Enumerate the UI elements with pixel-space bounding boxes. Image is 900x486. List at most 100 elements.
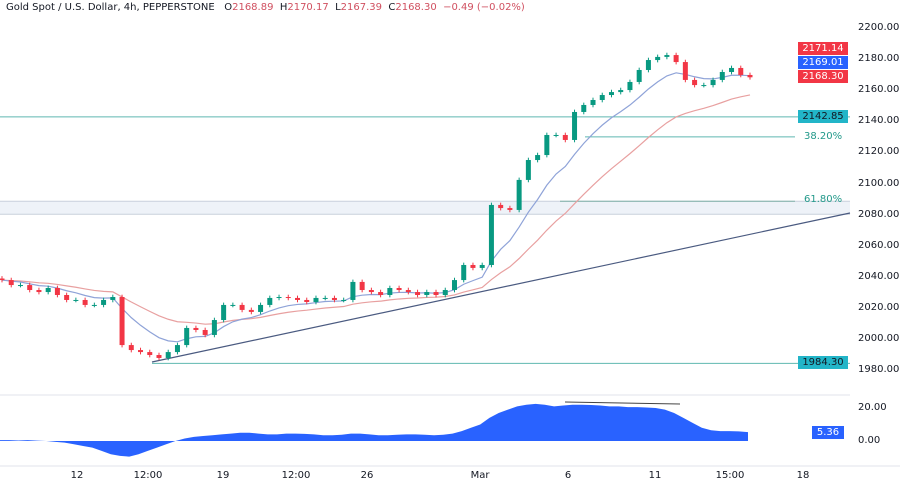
price-label-support: 1984.30 <box>798 356 848 369</box>
candle <box>82 299 88 305</box>
candle <box>470 264 476 268</box>
candle <box>590 99 596 105</box>
candle <box>729 67 735 73</box>
time-tick: 11 <box>648 470 662 481</box>
candle <box>516 179 522 210</box>
candle <box>27 285 33 291</box>
price-tick: 2040.00 <box>858 270 900 282</box>
candle <box>747 74 753 78</box>
candle <box>285 297 291 299</box>
candle <box>322 297 328 299</box>
candle <box>544 134 550 156</box>
candle <box>618 90 624 93</box>
candle <box>461 264 467 281</box>
time-tick: 12:00 <box>281 470 311 481</box>
candle <box>73 299 79 301</box>
candle <box>221 304 227 321</box>
price-label-resistance: 2142.85 <box>798 110 848 123</box>
price-label-high: 2171.14 <box>798 42 848 55</box>
candle <box>655 56 661 61</box>
candle <box>581 104 587 112</box>
time-tick: 12 <box>70 470 84 481</box>
candle <box>405 290 411 293</box>
candle <box>498 204 504 209</box>
price-tick: 2020.00 <box>858 301 900 313</box>
candle <box>267 297 273 305</box>
candle <box>341 299 347 301</box>
high-label: H <box>279 2 288 13</box>
candle <box>17 285 23 287</box>
time-tick: Mar <box>470 470 490 481</box>
candle <box>119 297 125 346</box>
candle <box>664 55 670 57</box>
candle <box>692 79 698 86</box>
open-value: 2168.89 <box>232 2 274 13</box>
price-tick: 1980.00 <box>858 364 900 376</box>
candle <box>138 350 144 353</box>
candle <box>553 134 559 136</box>
ma-slow-line <box>1 94 751 325</box>
price-tick: 2080.00 <box>858 208 900 220</box>
osc-tick: 20.00 <box>858 402 887 413</box>
candle <box>193 327 199 330</box>
candle <box>304 299 310 302</box>
price-tick: 2120.00 <box>858 146 900 158</box>
candle <box>479 264 485 268</box>
candle <box>331 297 337 300</box>
price-tick: 2060.00 <box>858 239 900 251</box>
fib-zone <box>0 201 850 215</box>
candle <box>54 287 60 295</box>
candle <box>451 280 457 291</box>
time-tick: 19 <box>216 470 230 481</box>
candle <box>239 304 245 310</box>
candle <box>91 304 97 306</box>
candle <box>101 299 107 305</box>
time-tick: 18 <box>796 470 810 481</box>
candle <box>636 69 642 82</box>
candle <box>295 297 301 300</box>
candle <box>368 290 374 293</box>
price-tick: 2180.00 <box>858 53 900 65</box>
candle <box>36 290 42 293</box>
candle <box>701 85 707 87</box>
candle <box>535 155 541 161</box>
osc-tick: 0.00 <box>858 435 881 446</box>
candle <box>738 67 744 75</box>
symbol-title: Gold Spot / U.S. Dollar, 4h, PEPPERSTONE <box>6 2 215 13</box>
candle <box>710 79 716 86</box>
candle <box>45 287 51 293</box>
low-label: L <box>335 2 341 13</box>
candle <box>424 292 430 295</box>
price-tick: 2200.00 <box>858 22 900 33</box>
candle <box>599 95 605 100</box>
candle <box>525 160 531 180</box>
candle <box>378 292 384 295</box>
divergence-line <box>564 401 681 405</box>
candle <box>507 208 513 210</box>
open-label: O <box>224 2 233 13</box>
close-label: C <box>388 2 396 13</box>
candle <box>572 111 578 140</box>
candle <box>682 62 688 80</box>
candle <box>156 355 162 358</box>
candle <box>673 55 679 63</box>
candle <box>128 345 134 351</box>
time-tick: 26 <box>360 470 374 481</box>
time-tick: 15:00 <box>715 470 745 481</box>
candle <box>276 297 282 299</box>
candle <box>313 297 319 302</box>
candle <box>719 72 725 80</box>
price-tick: 2100.00 <box>858 177 900 189</box>
change-value: −0.49 (−0.02%) <box>443 2 525 13</box>
candle <box>174 345 180 353</box>
candle <box>202 329 208 335</box>
candle <box>110 297 116 300</box>
candle <box>433 292 439 295</box>
price-label-last: 2168.30 <box>798 70 848 83</box>
symbol-legend: Gold Spot / U.S. Dollar, 4h, PEPPERSTONE… <box>6 2 525 13</box>
candle <box>442 290 448 295</box>
candle <box>248 309 254 312</box>
fib-382-label: 38.20% <box>804 131 843 142</box>
